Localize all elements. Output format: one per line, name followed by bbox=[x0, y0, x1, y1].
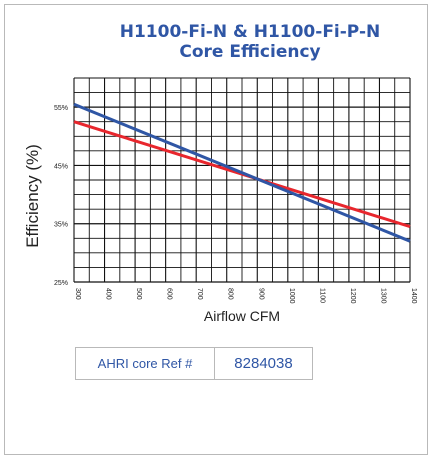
y-tick-label: 25% bbox=[54, 280, 68, 287]
series-line-blue bbox=[73, 102, 411, 243]
x-tick-label: 300 bbox=[74, 288, 81, 300]
x-tick-label: 500 bbox=[135, 288, 142, 300]
y-tick-label: 45% bbox=[54, 163, 68, 170]
grid-layer bbox=[73, 77, 411, 283]
x-tick-label: 1400 bbox=[410, 288, 417, 304]
chart-title-line-2: Core Efficiency bbox=[179, 42, 321, 62]
chart-title-line-1: H1100-Fi-N & H1100-Fi-P-N bbox=[119, 22, 381, 42]
tick-layer: 25% 35% 45% 55% 300 400 500 600 700 800 900 1000 110… bbox=[54, 105, 417, 304]
x-tick-label: 800 bbox=[227, 288, 234, 300]
y-axis-label: Efficiency (%) bbox=[23, 144, 42, 248]
x-tick-label: 900 bbox=[257, 288, 264, 300]
x-tick-label: 400 bbox=[105, 288, 112, 300]
y-tick-label: 35% bbox=[54, 222, 68, 229]
ahri-reference-box: AHRI core Ref # 8284038 bbox=[75, 347, 313, 380]
x-tick-label: 700 bbox=[196, 288, 203, 300]
x-tick-label: 600 bbox=[166, 288, 173, 300]
x-tick-label: 1300 bbox=[379, 288, 386, 304]
x-tick-label: 1100 bbox=[318, 288, 325, 303]
ahri-ref-value: 8284038 bbox=[234, 355, 293, 372]
series-layer bbox=[73, 102, 411, 243]
x-axis-label: Airflow CFM bbox=[203, 308, 281, 324]
y-tick-label: 55% bbox=[54, 105, 68, 112]
x-tick-label: 1200 bbox=[349, 288, 356, 304]
x-tick-label: 1000 bbox=[288, 288, 295, 304]
ahri-ref-label: AHRI core Ref # bbox=[76, 348, 215, 379]
